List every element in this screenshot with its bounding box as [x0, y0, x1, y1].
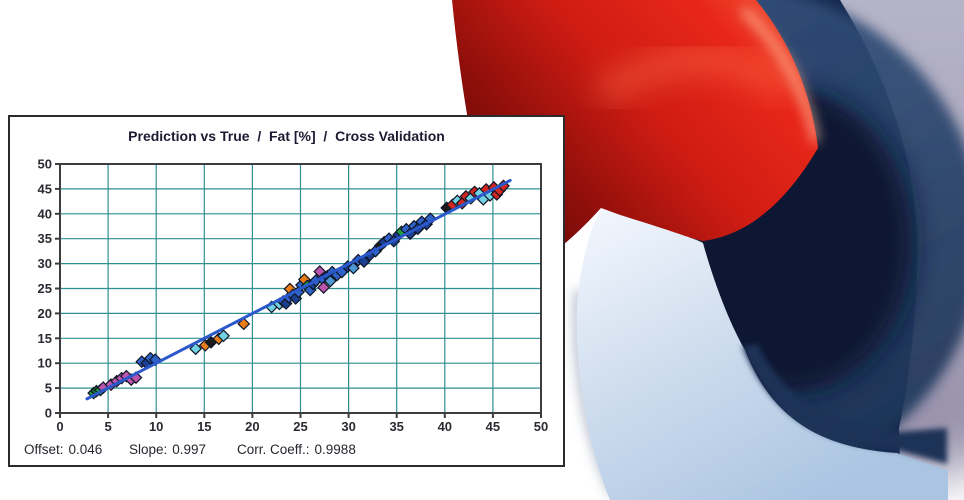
logo-red-edge-highlight	[740, 7, 820, 143]
slope-label: Slope:	[129, 442, 168, 457]
data-point	[323, 274, 337, 288]
logo-lightblue-shadow	[574, 289, 621, 498]
prediction-vs-true-panel: 0 5 10 15 20 25 30 35 40 45 50 0 5 10 15 20 25 30 35 40 45 50…	[8, 115, 565, 467]
data-point	[357, 255, 371, 269]
y-tick-label: 25	[38, 281, 52, 296]
data-point	[189, 342, 203, 356]
x-tick-label: 15	[197, 419, 211, 434]
offset-label: Offset:	[24, 442, 64, 457]
y-tick-label: 30	[38, 256, 52, 271]
logo-lightblue-swirl	[576, 209, 948, 500]
y-tick-label: 40	[38, 206, 52, 221]
data-point	[217, 329, 230, 343]
y-tick-label: 5	[45, 381, 52, 396]
x-tick-label: 45	[486, 419, 500, 434]
regression-stats: Offset: 0.046 Slope: 0.997 Corr. Coeff.: 0.…	[10, 442, 563, 462]
x-tick-label: 40	[438, 419, 452, 434]
logo-navy-core	[677, 92, 913, 392]
x-tick-label: 20	[245, 419, 259, 434]
y-tick-label: 15	[38, 331, 52, 346]
x-tick-label: 50	[534, 419, 548, 434]
x-tick-label: 35	[389, 419, 403, 434]
logo-navy-tail-band	[742, 344, 947, 464]
logo-red-sheen	[592, 45, 799, 108]
x-tick-label: 0	[56, 419, 63, 434]
logo-navy-mass	[702, 0, 918, 463]
corr-coeff-value: 0.9988	[314, 442, 356, 457]
data-point	[317, 281, 331, 294]
slope-stat: Slope: 0.997	[129, 442, 206, 457]
y-tick-label: 45	[38, 181, 52, 196]
regression-line	[85, 178, 512, 401]
chart-title: Prediction vs True / Fat [%] / Cross Val…	[128, 128, 445, 144]
data-point	[346, 261, 360, 275]
y-tick-label: 20	[38, 306, 52, 321]
y-tick-label: 10	[38, 356, 52, 371]
y-tick-label: 0	[45, 406, 52, 421]
offset-stat: Offset: 0.046	[24, 442, 102, 457]
corr-coeff-label: Corr. Coeff.:	[237, 442, 310, 457]
x-tick-label: 10	[149, 419, 163, 434]
x-tick-label: 30	[341, 419, 355, 434]
scatter-plot: 0 5 10 15 20 25 30 35 40 45 50 0 5 10 15 20 25 30 35 40 45 50	[38, 157, 549, 435]
corr-coeff-stat: Corr. Coeff.: 0.9988	[237, 442, 356, 457]
logo-lavender-backdrop	[742, 0, 964, 475]
logo-navy-ring-arc	[664, 0, 964, 487]
x-tick-label: 25	[293, 419, 307, 434]
offset-value: 0.046	[68, 442, 103, 457]
y-tick-label: 35	[38, 231, 52, 246]
x-tick-label: 5	[104, 419, 111, 434]
y-tick-label: 50	[38, 157, 52, 172]
slope-value: 0.997	[172, 442, 207, 457]
